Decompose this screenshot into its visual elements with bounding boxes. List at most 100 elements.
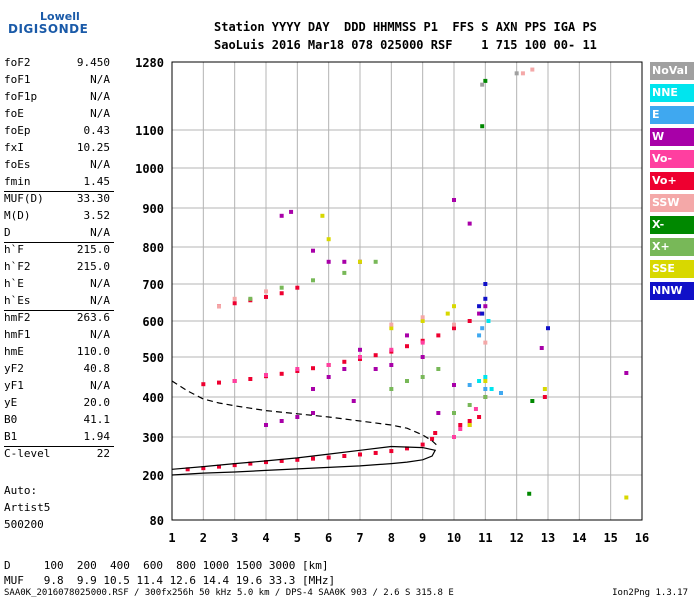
x-tick-label: 9 (419, 531, 426, 545)
param-row: fxI 10.25 (4, 141, 110, 158)
distance-row: D 100 200 400 600 800 1000 1500 3000 [km… (4, 559, 329, 572)
param-label: foE (4, 107, 24, 120)
echo-point (520, 71, 525, 76)
legend-item: W (650, 128, 694, 146)
param-value: 110.0 (76, 345, 110, 358)
echo-point (514, 71, 519, 76)
param-label: B1 (4, 430, 18, 443)
legend-item: NoVal (650, 62, 694, 80)
param-value: 263.6 (76, 311, 110, 324)
param-value: 40.8 (83, 362, 111, 375)
x-tick-label: 5 (294, 531, 301, 545)
echo-point (499, 391, 503, 395)
echo-point (405, 446, 409, 451)
echo-point (217, 464, 221, 469)
echo-point (279, 458, 284, 463)
param-value: N/A (90, 73, 110, 86)
plot-frame (171, 61, 643, 521)
y-tick-label: 500 (142, 351, 164, 365)
legend-item: NNW (650, 282, 694, 300)
lowell-digisonde-logo: Lowell DIGISONDE (4, 6, 94, 44)
echo-point (486, 319, 491, 323)
x-tick-label: 6 (325, 531, 332, 545)
legend-item: SSW (650, 194, 694, 212)
echo-point (452, 411, 456, 415)
param-label: M(D) (4, 209, 31, 222)
muf-table: D 100 200 400 600 800 1000 1500 3000 [km… (4, 558, 335, 588)
logo-line2: DIGISONDE (8, 22, 89, 36)
y-tick-label: 400 (142, 391, 164, 405)
x-tick-label: 8 (388, 531, 395, 545)
echo-point (232, 463, 237, 468)
echo-point (405, 344, 409, 349)
param-row: MUF(D) 33.30 (4, 192, 110, 209)
echo-point (389, 322, 394, 327)
param-row: yF1 N/A (4, 379, 110, 396)
echo-point (185, 467, 190, 472)
param-row: foEp 0.43 (4, 124, 110, 141)
param-label: hmF1 (4, 328, 31, 341)
auto-version: 500200 (4, 518, 44, 531)
param-label: h`F2 (4, 260, 31, 273)
param-value: 3.52 (83, 209, 111, 222)
echo-point (201, 382, 206, 387)
scaled-parameters-panel: foF2 9.450 foF1 N/A foF1p N/A foE N/A foEp 0.43 fx… (4, 56, 114, 464)
echo-point (248, 461, 253, 466)
x-tick-label: 13 (541, 531, 555, 545)
echo-point (232, 379, 237, 383)
param-label: foEp (4, 124, 31, 137)
param-label: fmin (4, 175, 31, 188)
param-separator (4, 242, 114, 243)
echo-point (624, 495, 629, 500)
param-value: 1.45 (83, 175, 111, 188)
echo-point (530, 399, 535, 403)
y-tick-label: 900 (142, 202, 164, 216)
param-row: foF2 9.450 (4, 56, 110, 73)
echo-point (480, 124, 485, 129)
param-row: D N/A (4, 226, 110, 243)
echo-point (389, 387, 394, 391)
echo-point (405, 379, 409, 383)
echo-point (467, 383, 472, 387)
echo-point (311, 248, 315, 253)
param-row: h`F2 215.0 (4, 260, 110, 277)
echo-point (436, 411, 441, 415)
auto-program: Artist5 (4, 501, 51, 514)
echo-point (358, 347, 362, 352)
echo-point (452, 435, 456, 439)
echo-point (289, 209, 294, 214)
echo-point (279, 213, 284, 218)
param-row: yE 20.0 (4, 396, 110, 413)
param-row: h`F 215.0 (4, 243, 110, 260)
echo-point (477, 379, 482, 383)
echo-point (467, 403, 472, 407)
autoscaling-info: Auto: Artist5 500200 (4, 482, 50, 533)
echo-point (295, 457, 300, 462)
echo-point (264, 460, 268, 465)
legend-item: SSE (650, 260, 694, 278)
param-label: C-level (4, 447, 51, 460)
echo-point (458, 427, 463, 431)
echo-point (248, 296, 253, 301)
echo-point (342, 359, 347, 364)
echo-point (373, 353, 378, 358)
x-tick-label: 11 (478, 531, 492, 545)
software-version: Ion2Png 1.3.17 (612, 588, 688, 598)
y-tick-label: 1000 (135, 162, 164, 176)
echo-point (311, 456, 315, 461)
echo-point (279, 419, 284, 423)
param-separator (4, 446, 114, 447)
echo-point (342, 270, 347, 275)
echo-point (295, 367, 300, 371)
x-tick-label: 4 (262, 531, 269, 545)
echo-point (467, 419, 472, 423)
x-tick-label: 16 (635, 531, 649, 545)
echo-point (217, 304, 221, 309)
x-tick-label: 7 (356, 531, 363, 545)
echo-point (389, 347, 394, 352)
echo-point (342, 454, 347, 458)
param-value: 215.0 (76, 243, 110, 256)
echo-point (420, 319, 425, 323)
file-info: SAA0K_2016078025000.RSF / 300fx256h 50 k… (4, 588, 454, 598)
param-label: foEs (4, 158, 31, 171)
